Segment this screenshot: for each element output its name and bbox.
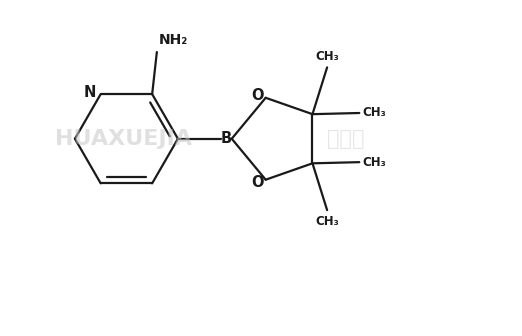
Text: B: B <box>220 131 231 146</box>
Text: CH₃: CH₃ <box>315 50 339 63</box>
Text: O: O <box>251 88 264 103</box>
Text: CH₃: CH₃ <box>363 107 387 120</box>
Text: HUAXUEJIA: HUAXUEJIA <box>55 129 192 149</box>
Text: CH₃: CH₃ <box>363 156 387 169</box>
Text: NH₂: NH₂ <box>159 33 188 47</box>
Text: 化学加: 化学加 <box>327 129 364 149</box>
Text: O: O <box>251 174 264 190</box>
Text: CH₃: CH₃ <box>315 215 339 228</box>
Text: N: N <box>84 85 96 100</box>
